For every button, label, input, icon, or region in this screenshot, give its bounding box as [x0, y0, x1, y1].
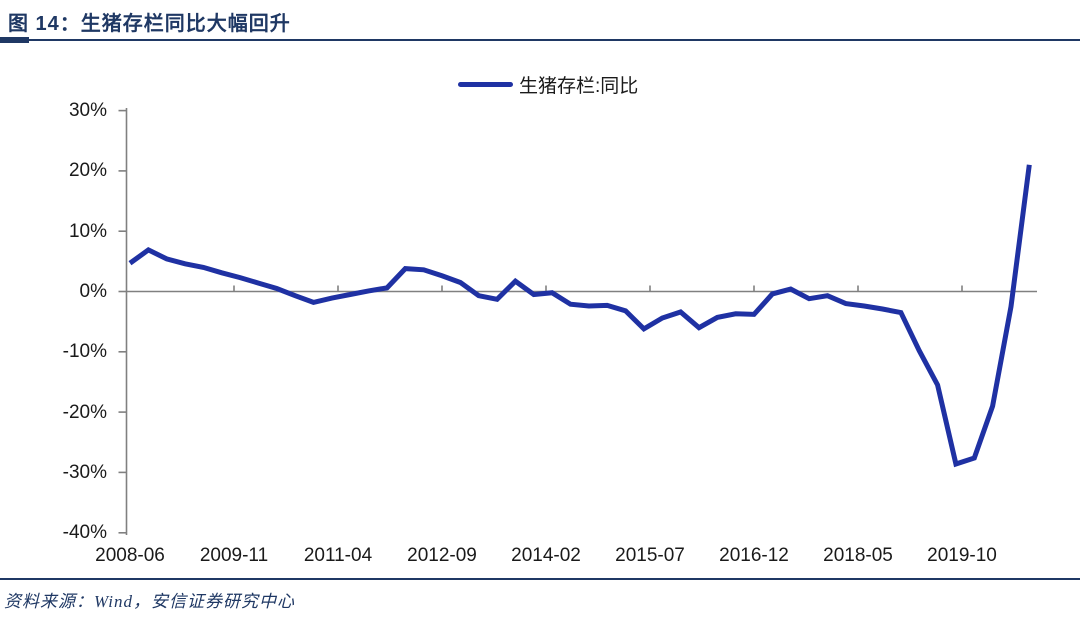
title-underline — [0, 39, 1080, 41]
legend-line-marker — [458, 81, 513, 87]
y-tick-label: -30% — [62, 462, 107, 483]
title-underline-accent — [0, 37, 29, 43]
x-tick-label: 2012-09 — [407, 545, 477, 566]
y-tick-label: -20% — [62, 402, 107, 423]
x-tick-label: 2008-06 — [95, 545, 165, 566]
source-note: 资料来源：Wind，安信证券研究中心 — [4, 592, 295, 611]
x-tick-label: 2011-04 — [303, 545, 373, 566]
legend-label: 生猪存栏:同比 — [519, 75, 639, 97]
y-tick-label: -10% — [62, 341, 107, 362]
y-tick-label: 30% — [68, 100, 107, 121]
legend: 生猪存栏:同比 — [458, 71, 638, 97]
y-tick-label: 10% — [68, 221, 107, 242]
series-line — [128, 164, 1032, 468]
y-tick-label: 0% — [79, 281, 107, 302]
figure-title: 图 14：生猪存栏同比大幅回升 — [8, 13, 291, 35]
x-tick-label: 2016-12 — [719, 545, 789, 566]
x-tick-label: 2014-02 — [511, 545, 581, 566]
x-tick-label: 2019-10 — [927, 545, 997, 566]
y-tick-label: 20% — [68, 160, 107, 181]
y-tick-label: -40% — [62, 522, 107, 543]
x-tick-label: 2018-05 — [823, 545, 893, 566]
footer-divider — [0, 578, 1080, 580]
x-tick-label: 2009-11 — [199, 545, 269, 566]
x-tick-label: 2015-07 — [615, 545, 685, 566]
